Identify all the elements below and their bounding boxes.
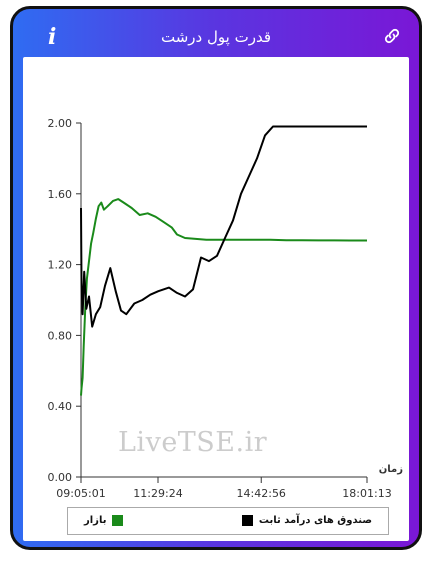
- legend-swatch-market: [112, 515, 124, 526]
- chart-panel: 0.00 0.40 0.80 1.20 1.60 2.00 09:05:01 11:29:24…: [23, 57, 409, 541]
- y-tick-label: 0.00: [48, 471, 73, 484]
- y-tick-label: 1.20: [48, 259, 73, 272]
- chart-legend: صندوق های درآمد ثابت بازار: [67, 507, 389, 535]
- x-tick-label: 11:29:24: [133, 487, 182, 500]
- y-tick-label: 1.60: [48, 188, 73, 201]
- series-line-fixed-income: [80, 125, 367, 328]
- header-bar: i قدرت پول درشت: [13, 9, 419, 57]
- app-frame: i قدرت پول درشت 0.00 0.40 0.80 1.20 1.60 2.00…: [10, 6, 422, 550]
- x-tick-label: 18:01:13: [342, 487, 391, 500]
- y-tick-label: 0.40: [48, 400, 73, 413]
- y-tick-label: 0.80: [48, 329, 73, 342]
- legend-label-fixed-income: صندوق های درآمد ثابت: [258, 515, 372, 526]
- x-axis-title: زمان: [379, 464, 403, 475]
- page-title: قدرت پول درشت: [161, 28, 271, 46]
- legend-label-market: بازار: [84, 515, 107, 526]
- y-tick-label: 2.00: [48, 117, 73, 130]
- series-line-market: [80, 198, 367, 396]
- info-icon[interactable]: i: [48, 24, 57, 50]
- legend-item-market[interactable]: بازار: [78, 515, 124, 526]
- line-chart: 0.00 0.40 0.80 1.20 1.60 2.00 09:05:01 11:29:24…: [48, 117, 404, 500]
- legend-swatch-fixed-income: [241, 515, 253, 526]
- x-tick-label: 14:42:56: [237, 487, 286, 500]
- link-icon[interactable]: [383, 27, 401, 45]
- x-tick-label: 09:05:01: [56, 487, 105, 500]
- watermark-text: LiveTSE.ir: [118, 427, 268, 458]
- legend-item-fixed-income[interactable]: صندوق های درآمد ثابت: [241, 515, 378, 526]
